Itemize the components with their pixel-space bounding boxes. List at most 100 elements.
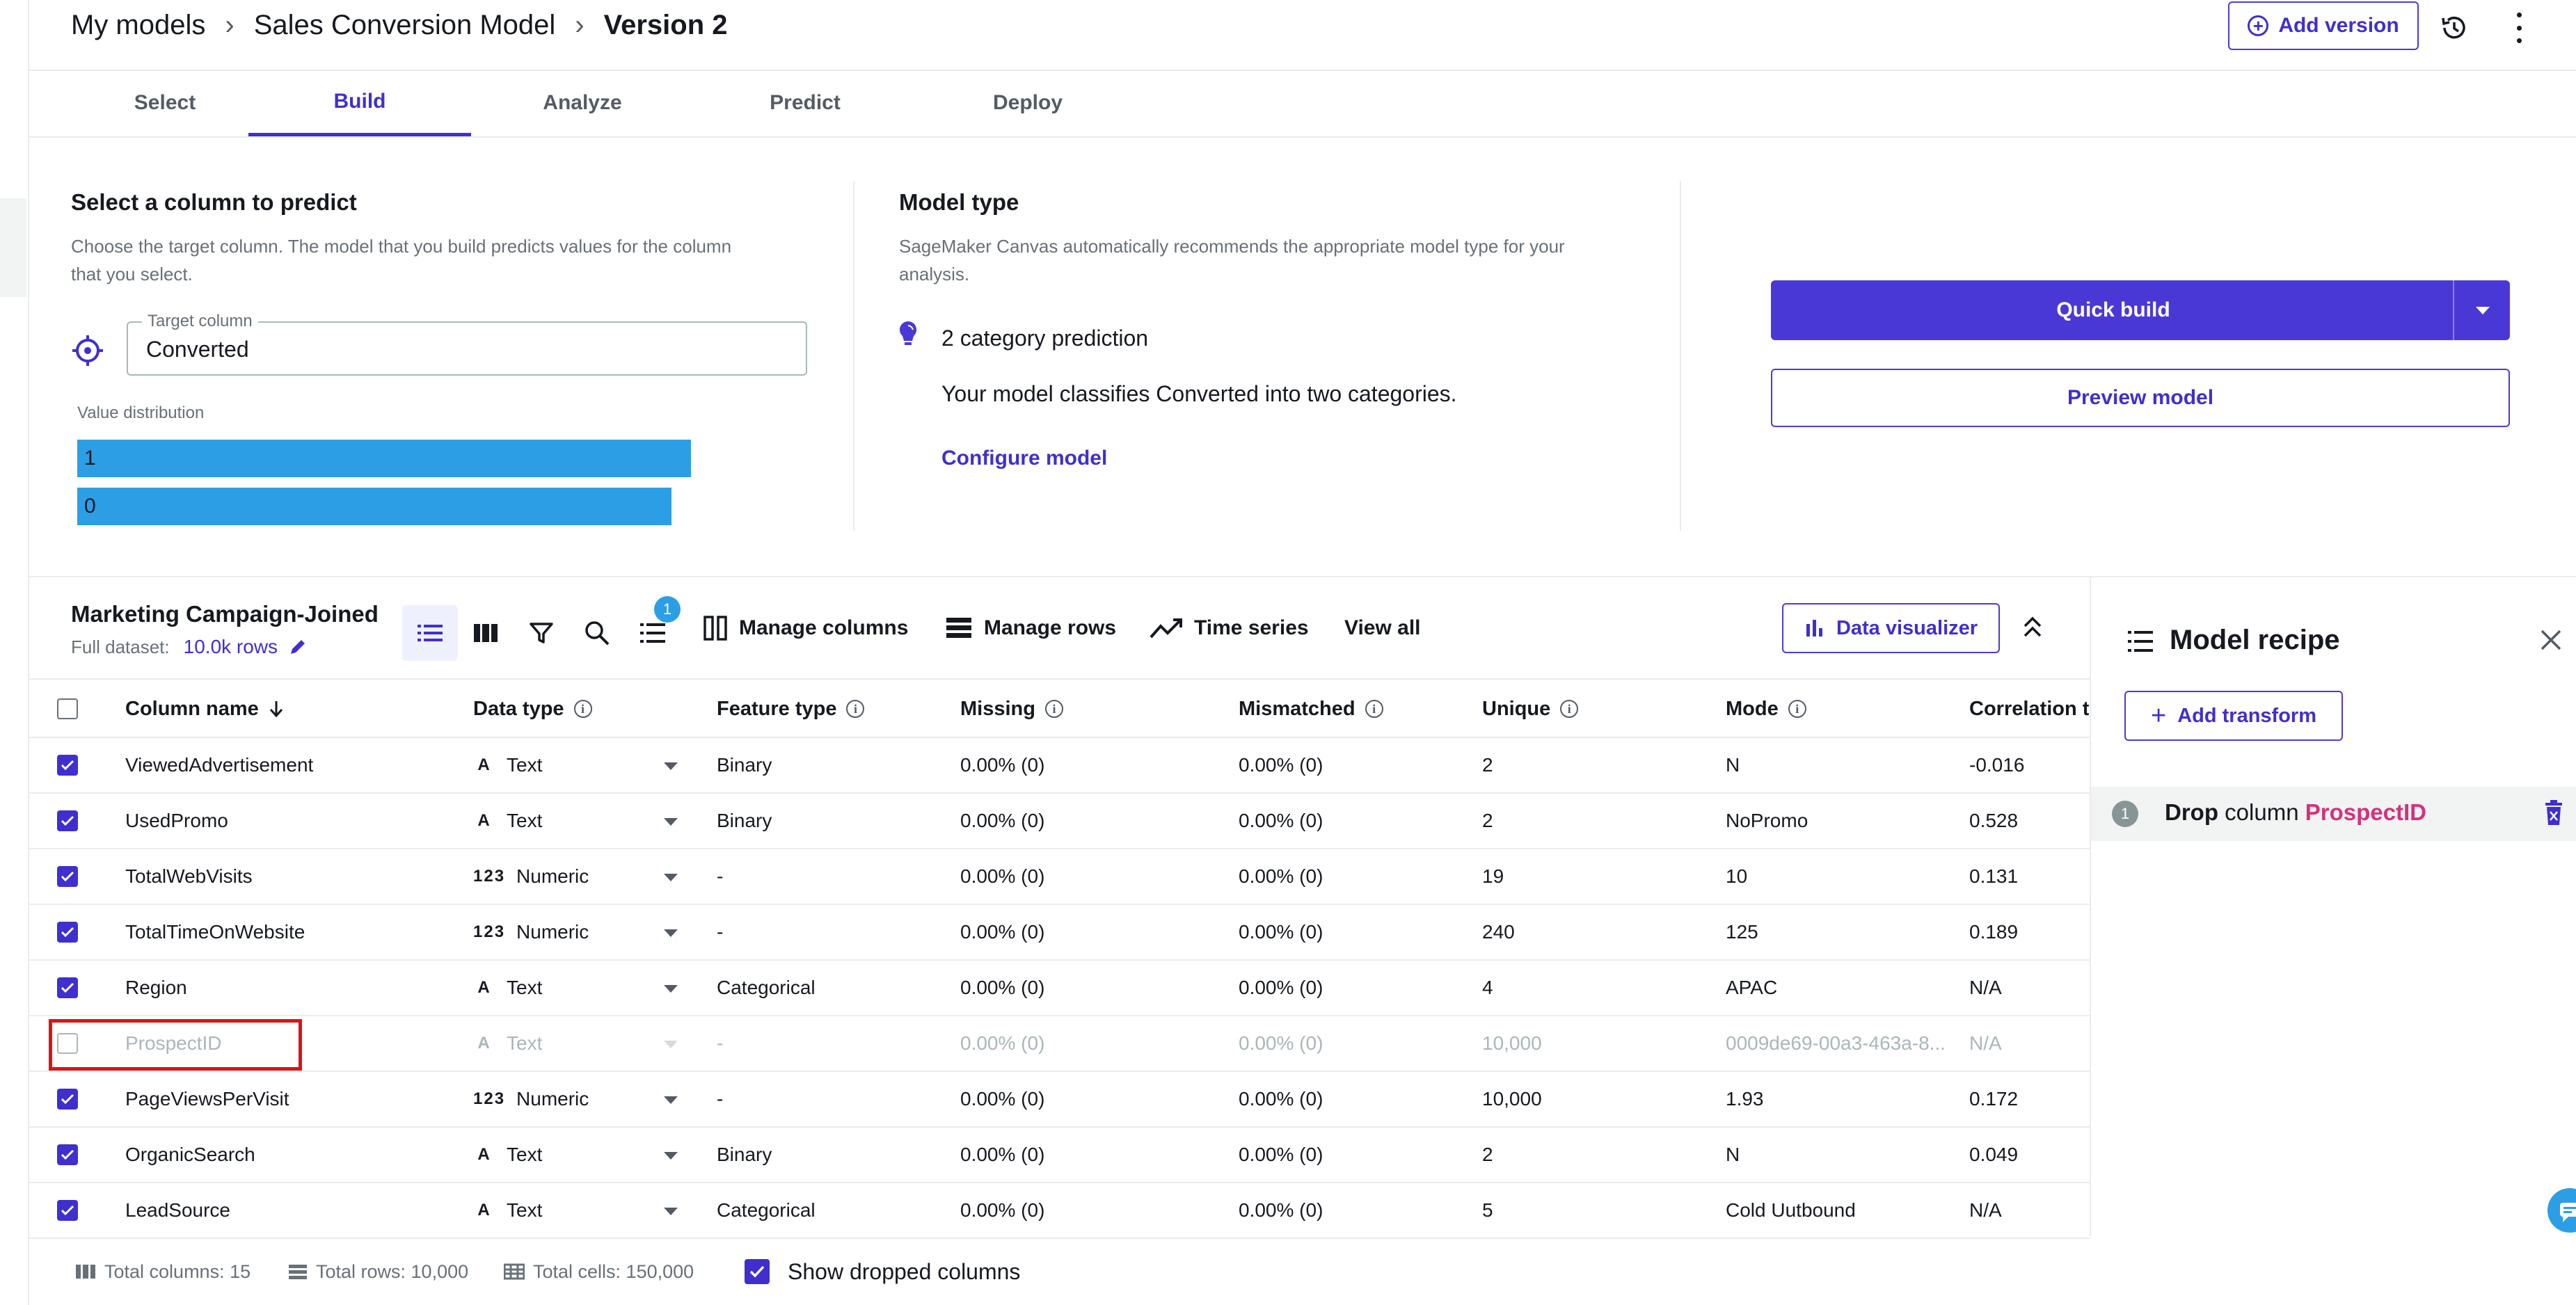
bar-chart-icon <box>1806 620 1822 637</box>
add-transform-label: Add transform <box>2177 704 2316 727</box>
cell-data-type[interactable]: 123 Numeric <box>473 849 654 904</box>
dataset-rows-link[interactable]: 10.0k rows <box>183 636 278 657</box>
info-icon[interactable]: i <box>1365 700 1383 718</box>
show-dropped-checkbox[interactable] <box>745 1259 770 1284</box>
row-checkbox[interactable] <box>57 755 78 776</box>
tab-build[interactable]: Build <box>248 70 471 136</box>
recipe-toggle-button[interactable] <box>625 605 681 661</box>
cell-mismatched: 0.00% (0) <box>1239 921 1323 943</box>
breadcrumb-model[interactable]: Sales Conversion Model <box>253 10 556 40</box>
tab-select[interactable]: Select <box>134 91 196 114</box>
caret-down-icon[interactable] <box>664 762 678 770</box>
cell-feature: - <box>717 1088 724 1110</box>
data-visualizer-button[interactable]: Data visualizer <box>1782 603 2000 653</box>
delete-icon[interactable] <box>2544 800 2563 826</box>
row-checkbox[interactable] <box>57 1144 78 1165</box>
cell-data-type[interactable]: 123 Numeric <box>473 1072 654 1126</box>
history-icon[interactable] <box>2439 13 2470 43</box>
build-options-dropdown[interactable] <box>2456 280 2510 340</box>
row-checkbox[interactable] <box>57 810 78 831</box>
preview-model-button[interactable]: Preview model <box>1771 369 2510 427</box>
row-checkbox[interactable] <box>57 922 78 943</box>
caret-down-icon[interactable] <box>664 985 678 993</box>
caret-down-icon[interactable] <box>664 929 678 937</box>
caret-down-icon[interactable] <box>664 1041 678 1048</box>
distribution-bar-0: 0 <box>77 488 671 525</box>
tab-analyze[interactable]: Analyze <box>543 91 622 114</box>
cell-data-type[interactable]: A Text <box>473 738 654 792</box>
grid-view-button[interactable] <box>458 605 514 661</box>
time-series-button[interactable]: Time series <box>1150 611 1309 646</box>
select-all-checkbox[interactable] <box>57 698 78 719</box>
caret-down-icon[interactable] <box>664 874 678 881</box>
show-dropped-toggle[interactable]: Show dropped columns <box>745 1238 1020 1305</box>
caret-down-icon[interactable] <box>664 1096 678 1104</box>
row-checkbox[interactable] <box>57 1200 78 1221</box>
filter-button[interactable] <box>514 605 569 661</box>
manage-rows-label: Manage rows <box>984 616 1117 639</box>
quick-build-button[interactable]: Quick build <box>1771 280 2510 340</box>
table-row[interactable]: TotalWebVisits - 0.00% (0) 0.00% (0) 19 10 0.1… <box>28 849 2090 905</box>
full-dataset-label: Full dataset: <box>71 636 170 657</box>
caret-down-icon[interactable] <box>664 1152 678 1160</box>
model-type-title: Model type <box>899 189 1019 215</box>
close-icon[interactable] <box>2538 627 2563 652</box>
cell-data-type[interactable]: A Text <box>473 1183 654 1238</box>
search-button[interactable] <box>569 605 625 661</box>
caret-down-icon[interactable] <box>664 1208 678 1215</box>
recipe-step[interactable]: 1 Drop column ProspectID <box>2091 787 2576 841</box>
cell-corr: 0.049 <box>1969 1144 2019 1165</box>
pencil-icon[interactable] <box>287 637 308 657</box>
tab-predict[interactable]: Predict <box>770 91 841 114</box>
more-options-icon[interactable] <box>2509 13 2529 43</box>
column-name-header[interactable]: Column name <box>125 680 284 738</box>
cell-data-type[interactable]: A Text <box>473 961 654 1015</box>
row-checkbox[interactable] <box>57 1033 78 1054</box>
row-checkbox[interactable] <box>57 866 78 887</box>
cell-feature: Categorical <box>717 1199 816 1221</box>
row-checkbox[interactable] <box>57 1089 78 1110</box>
columns-icon <box>703 616 727 641</box>
tab-deploy[interactable]: Deploy <box>992 91 1063 114</box>
info-icon[interactable]: i <box>1560 700 1579 718</box>
configure-model-link[interactable]: Configure model <box>941 447 1108 470</box>
cell-data-type[interactable]: 123 Numeric <box>473 905 654 959</box>
table-row[interactable]: ProspectID - 0.00% (0) 0.00% (0) 10,000 0009d… <box>28 1016 2090 1072</box>
distribution-bar-label: 1 <box>84 447 96 470</box>
cell-feature: Binary <box>717 810 772 831</box>
table-row[interactable]: UsedPromo Binary 0.00% (0) 0.00% (0) 2 NoProm… <box>28 794 2090 849</box>
row-checkbox[interactable] <box>57 977 78 998</box>
cell-mismatched: 0.00% (0) <box>1239 754 1323 776</box>
info-icon[interactable]: i <box>846 700 865 718</box>
target-column-field[interactable]: Target column Converted <box>127 312 807 376</box>
cell-data-type[interactable]: A Text <box>473 1128 654 1182</box>
view-all-button[interactable]: View all <box>1344 616 1421 639</box>
breadcrumb-my-models[interactable]: My models <box>71 10 206 40</box>
add-version-button[interactable]: + Add version <box>2228 1 2419 50</box>
distribution-bar-label: 0 <box>84 495 96 518</box>
table-row[interactable]: Region Categorical 0.00% (0) 0.00% (0) 4 APAC… <box>28 961 2090 1016</box>
info-icon[interactable]: i <box>1044 700 1063 718</box>
table-row[interactable]: ViewedAdvertisement Binary 0.00% (0) 0.00% … <box>28 738 2090 794</box>
table-row[interactable]: TotalTimeOnWebsite - 0.00% (0) 0.00% (0) 240… <box>28 905 2090 961</box>
cell-unique: 19 <box>1482 865 1504 887</box>
info-icon[interactable]: i <box>573 700 592 718</box>
info-icon[interactable]: i <box>1788 700 1806 718</box>
cell-data-type[interactable]: A Text <box>473 794 654 848</box>
cell-data-type[interactable]: A Text <box>473 1016 654 1071</box>
checkmark-icon <box>61 1094 74 1105</box>
caret-down-icon[interactable] <box>664 818 678 826</box>
table-row[interactable]: OrganicSearch Binary 0.00% (0) 0.00% (0) 2 N 0… <box>28 1128 2090 1183</box>
table-row[interactable]: LeadSource Categorical 0.00% (0) 0.00% (0) 5… <box>28 1183 2090 1239</box>
chat-icon[interactable] <box>2543 1186 2576 1235</box>
section-divider <box>853 181 854 531</box>
table-row[interactable]: PageViewsPerVisit - 0.00% (0) 0.00% (0) 10,0… <box>28 1072 2090 1128</box>
list-view-button[interactable] <box>402 605 458 661</box>
add-transform-button[interactable]: + Add transform <box>2124 691 2343 741</box>
total-cells-label: Total cells: 150,000 <box>533 1260 694 1282</box>
collapse-up-icon[interactable] <box>2021 614 2044 641</box>
cell-corr: 0.189 <box>1969 921 2019 943</box>
manage-columns-button[interactable]: Manage columns <box>703 611 908 646</box>
manage-rows-button[interactable]: Manage rows <box>945 611 1116 646</box>
cell-unique: 10,000 <box>1482 1032 1542 1054</box>
